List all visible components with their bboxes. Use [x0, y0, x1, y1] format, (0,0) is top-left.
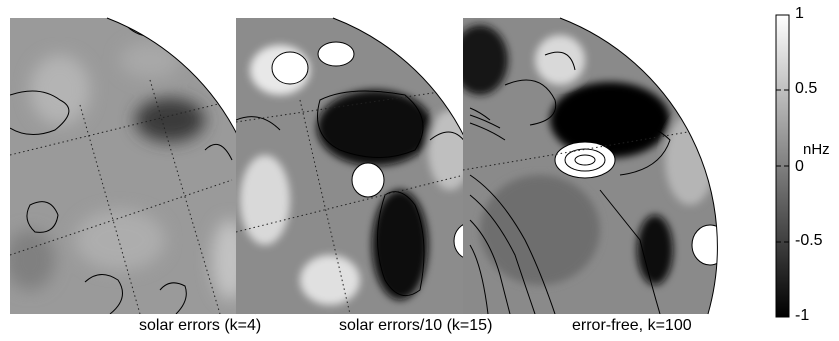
panel-2-label: solar errors/10 (k=15) [339, 317, 493, 334]
panel-3-map [463, 18, 718, 314]
colorbar-tick-label: 0.5 [795, 80, 818, 97]
colorbar-ticks [776, 14, 789, 317]
colorbar-tick-label: 1 [795, 5, 804, 22]
colorbar-unit: nHz [803, 141, 830, 158]
panel-1-label: solar errors (k=4) [139, 317, 262, 334]
colorbar-tick-label: -1 [795, 307, 810, 324]
panel-3-edge [559, 17, 718, 315]
colorbar-tick-label: -0.5 [795, 232, 823, 249]
panel-3-label: error-free, k=100 [572, 317, 692, 334]
panel-1-map [10, 18, 265, 314]
colorbar-tick-label: 0 [795, 158, 804, 175]
panel-2-map [236, 18, 491, 314]
